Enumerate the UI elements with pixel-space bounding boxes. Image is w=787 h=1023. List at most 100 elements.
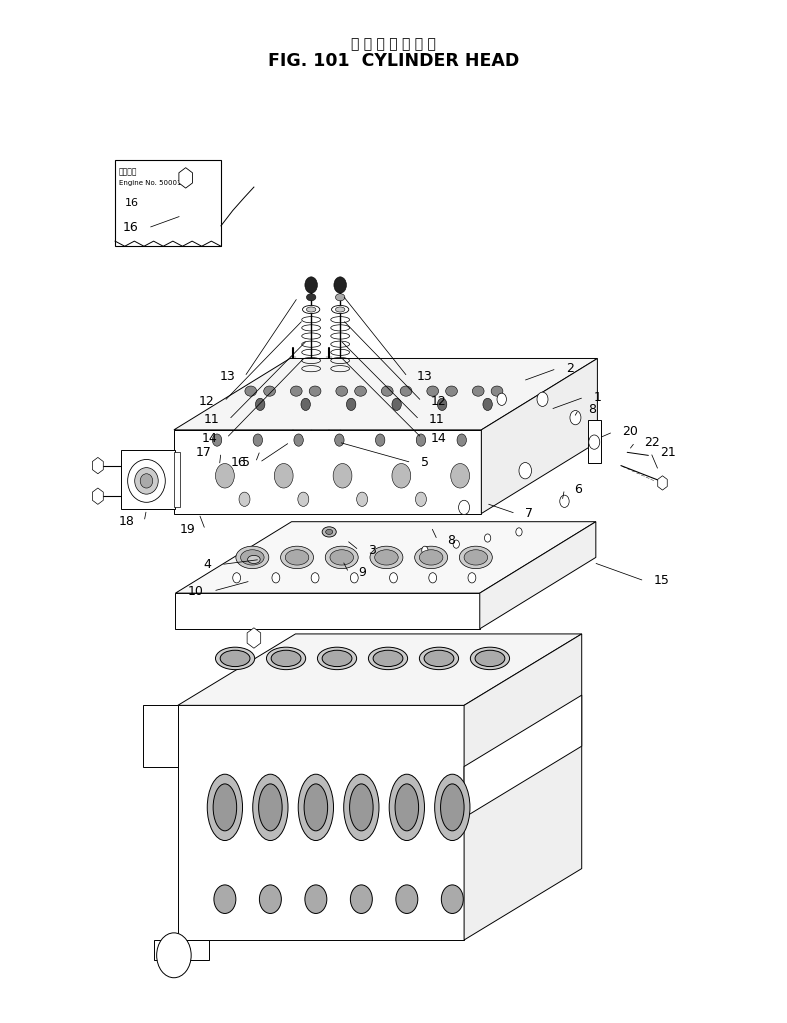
Ellipse shape: [241, 549, 264, 565]
Text: 4: 4: [204, 559, 212, 571]
Circle shape: [519, 462, 531, 479]
Circle shape: [357, 492, 368, 506]
Circle shape: [297, 492, 309, 506]
Circle shape: [392, 463, 411, 488]
Text: 9: 9: [358, 566, 366, 579]
Circle shape: [275, 463, 293, 488]
Circle shape: [459, 500, 470, 515]
Circle shape: [451, 463, 470, 488]
Circle shape: [396, 885, 418, 914]
Circle shape: [416, 492, 427, 506]
Circle shape: [311, 573, 319, 583]
Text: 12: 12: [431, 395, 447, 408]
Ellipse shape: [400, 386, 412, 396]
Text: シ リ ン ダ ヘ ッ ド: シ リ ン ダ ヘ ッ ド: [351, 37, 436, 51]
Circle shape: [422, 546, 428, 554]
Circle shape: [305, 885, 327, 914]
Ellipse shape: [395, 784, 419, 831]
Ellipse shape: [441, 784, 464, 831]
Ellipse shape: [325, 546, 358, 569]
Polygon shape: [464, 696, 582, 817]
Circle shape: [429, 573, 437, 583]
Circle shape: [239, 492, 250, 506]
Ellipse shape: [290, 386, 302, 396]
Ellipse shape: [304, 784, 327, 831]
Ellipse shape: [213, 784, 237, 831]
Polygon shape: [480, 522, 596, 629]
Polygon shape: [176, 522, 596, 593]
Ellipse shape: [415, 546, 448, 569]
Ellipse shape: [135, 468, 158, 494]
Polygon shape: [174, 430, 482, 514]
Ellipse shape: [375, 549, 398, 565]
Circle shape: [537, 392, 548, 406]
Ellipse shape: [220, 651, 250, 667]
Ellipse shape: [349, 784, 373, 831]
Ellipse shape: [259, 784, 283, 831]
Ellipse shape: [390, 774, 424, 841]
Ellipse shape: [285, 549, 309, 565]
Ellipse shape: [248, 555, 260, 564]
Ellipse shape: [272, 651, 301, 667]
Text: 19: 19: [180, 524, 196, 536]
Text: 16: 16: [231, 456, 246, 469]
Ellipse shape: [298, 774, 334, 841]
Polygon shape: [176, 593, 480, 629]
Ellipse shape: [140, 474, 153, 488]
Ellipse shape: [471, 648, 509, 670]
Ellipse shape: [336, 386, 348, 396]
Ellipse shape: [419, 648, 459, 670]
Circle shape: [416, 434, 426, 446]
Circle shape: [442, 885, 464, 914]
Ellipse shape: [245, 386, 257, 396]
Circle shape: [157, 933, 191, 978]
Polygon shape: [174, 358, 597, 430]
Text: 12: 12: [199, 395, 215, 408]
Ellipse shape: [472, 386, 484, 396]
Text: 21: 21: [660, 446, 676, 459]
Circle shape: [294, 434, 303, 446]
Text: 1: 1: [593, 391, 601, 404]
Circle shape: [485, 534, 491, 542]
Text: 6: 6: [574, 483, 582, 495]
Circle shape: [305, 277, 317, 294]
Ellipse shape: [331, 306, 349, 314]
Text: 15: 15: [654, 574, 670, 587]
Polygon shape: [482, 358, 597, 514]
Text: 20: 20: [623, 426, 638, 439]
Ellipse shape: [236, 546, 269, 569]
Ellipse shape: [355, 386, 367, 396]
Circle shape: [253, 434, 263, 446]
Ellipse shape: [264, 386, 275, 396]
Polygon shape: [464, 634, 582, 940]
Circle shape: [589, 435, 600, 449]
Ellipse shape: [475, 651, 504, 667]
Text: 7: 7: [525, 507, 534, 520]
Ellipse shape: [427, 386, 438, 396]
Text: FIG. 101  CYLINDER HEAD: FIG. 101 CYLINDER HEAD: [268, 51, 519, 70]
Text: 8: 8: [447, 534, 455, 546]
Ellipse shape: [491, 386, 503, 396]
Text: 17: 17: [196, 446, 212, 459]
Circle shape: [216, 463, 235, 488]
Ellipse shape: [309, 386, 321, 396]
Circle shape: [457, 434, 467, 446]
Ellipse shape: [207, 774, 242, 841]
Polygon shape: [154, 940, 209, 961]
Circle shape: [301, 398, 310, 410]
Ellipse shape: [368, 648, 408, 670]
Circle shape: [334, 434, 344, 446]
Text: 13: 13: [220, 370, 235, 384]
Polygon shape: [120, 450, 176, 509]
Ellipse shape: [216, 648, 255, 670]
Circle shape: [375, 434, 385, 446]
Ellipse shape: [322, 651, 352, 667]
Ellipse shape: [370, 546, 403, 569]
Ellipse shape: [317, 648, 357, 670]
Circle shape: [468, 573, 476, 583]
Circle shape: [392, 398, 401, 410]
Text: 8: 8: [588, 403, 596, 416]
Text: 5: 5: [242, 456, 250, 469]
Circle shape: [212, 434, 222, 446]
Circle shape: [256, 398, 265, 410]
